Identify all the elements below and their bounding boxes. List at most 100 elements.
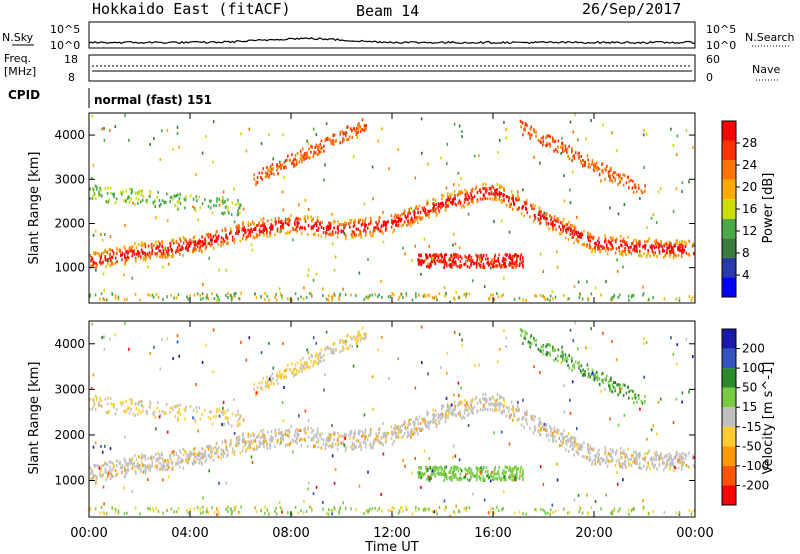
velocity-cell [466,409,469,412]
velocity-cell [457,466,459,470]
velocity-cell [573,453,575,457]
velocity-cell [399,430,402,434]
power-cell [282,208,285,212]
power-cell [149,189,151,193]
velocity-cell [315,433,317,437]
power-cell [464,197,466,201]
velocity-cell [193,447,196,450]
power-cell [433,296,435,300]
power-cell [610,297,612,301]
velocity-cell [479,398,481,402]
power-cell [144,258,147,262]
velocity-cell [348,344,351,348]
velocity-cell [428,423,430,427]
power-cell [177,205,179,209]
velocity-cell [381,442,383,446]
power-cell [297,297,299,301]
velocity-cell [664,454,666,458]
velocity-cell [381,335,383,339]
power-cell [387,295,390,299]
velocity-cell [176,458,179,462]
velocity-cell [598,377,601,381]
velocity-cell [516,472,518,476]
power-cell [414,206,417,210]
velocity-cell [283,386,285,389]
power-cell [538,206,541,210]
power-cell [479,258,482,262]
velocity-cell [172,357,174,361]
power-cell [578,292,581,296]
power-cell [101,260,104,264]
power-cell [239,211,241,215]
power-cell [457,192,460,196]
power-cell [293,164,295,168]
velocity-cell [614,381,617,385]
power-cell [463,263,465,267]
power-cell [561,136,563,140]
power-cell [201,292,204,296]
velocity-cell [151,461,154,465]
power-cell [252,228,255,231]
velocity-cell [489,479,492,483]
velocity-cell [255,444,258,448]
velocity-cell [301,356,304,360]
power-cell [599,250,602,254]
power-cell [279,292,282,296]
power-cell [571,224,573,228]
power-cell [353,127,355,131]
velocity-cell [569,328,572,332]
power-cell [359,130,362,134]
velocity-cell [141,456,144,460]
power-cell [503,276,505,280]
power-cell [114,294,117,297]
velocity-cell [178,456,181,460]
power-cell [373,226,375,230]
power-cell [587,233,589,237]
power-cell [283,161,286,164]
power-cell [638,244,641,248]
velocity-cell [509,476,511,480]
power-cell [137,250,139,254]
velocity-cell [610,454,612,458]
power-cell [511,261,514,265]
velocity-cell [314,433,317,437]
power-cell [134,191,137,195]
velocity-cell [634,461,636,465]
velocity-cell [357,332,359,336]
power-cell [274,296,276,299]
velocity-cell [267,379,269,383]
velocity-cell [680,457,682,461]
velocity-cell [164,468,167,472]
power-cell [124,113,126,117]
velocity-cell [362,430,364,434]
power-cell [253,173,256,177]
power-cell [155,293,158,296]
velocity-cell [146,465,149,468]
velocity-cell [178,407,181,411]
power-cell [585,137,587,141]
velocity-cell [126,407,129,411]
power-cell [279,160,281,164]
power-cell [481,257,483,261]
power-cell [516,193,519,197]
velocity-cell [443,475,446,479]
velocity-cell [106,411,108,415]
power-cell [155,216,157,220]
velocity-cell [478,363,480,367]
velocity-cell [494,477,497,481]
power-cell [443,262,446,266]
power-cell [166,128,169,132]
power-cell [408,210,410,214]
velocity-cell [634,461,637,465]
velocity-cell [354,430,356,434]
power-cell [332,142,334,146]
velocity-cell [186,460,188,464]
power-cell [497,295,500,299]
power-cell [114,256,117,260]
power-cell [345,134,347,137]
velocity-cell [304,426,306,430]
velocity-cell [352,364,355,368]
velocity-cell [455,414,457,418]
power-cell [380,229,382,233]
velocity-cell [595,453,597,457]
